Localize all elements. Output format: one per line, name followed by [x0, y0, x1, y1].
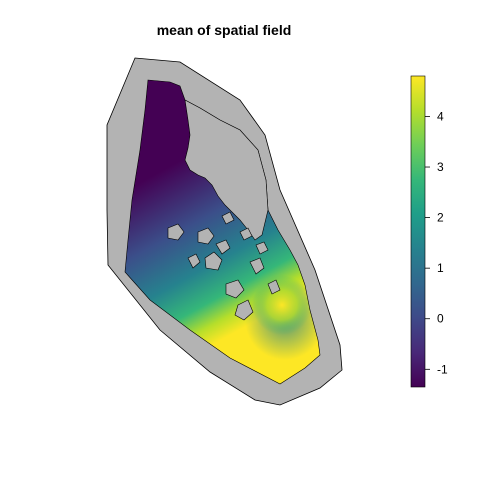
colorbar-bar [410, 75, 426, 388]
colorbar: 4 3 2 1 0 -1 [410, 75, 448, 388]
colorbar-tick-label: 3 [437, 160, 444, 174]
colorbar-ticks: 4 3 2 1 0 -1 [425, 109, 448, 376]
colorbar-tick-label: 4 [437, 109, 444, 123]
water-inlet [184, 99, 269, 241]
islands [167, 211, 281, 321]
colorbar-tick-label: 0 [437, 312, 444, 326]
colorbar-tick-label: 1 [437, 261, 444, 275]
colorbar-tick-label: -1 [437, 362, 448, 376]
colorbar-tick-label: 2 [437, 211, 444, 225]
plot-title: mean of spatial field [156, 22, 292, 38]
